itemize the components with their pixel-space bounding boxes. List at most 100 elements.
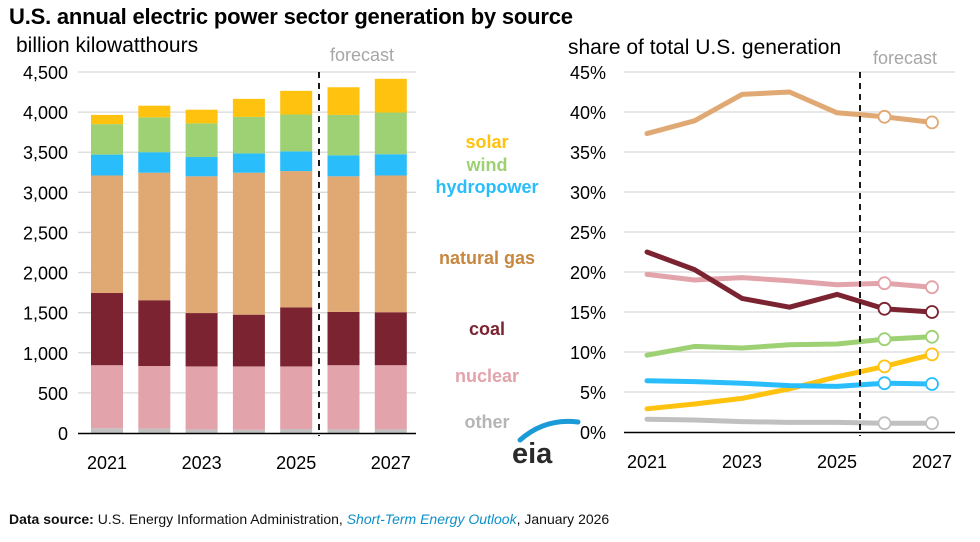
bar-segment-solar-2023 (185, 109, 218, 124)
left-y-tick-label: 4,000 (23, 103, 68, 123)
left-y-tick-label: 1,500 (23, 304, 68, 324)
bar-segment-wind-2022 (138, 117, 171, 153)
bar-segment-coal-2025 (280, 307, 313, 367)
legend-natural-gas: natural gas (438, 248, 536, 268)
bar-segment-hydropower-2022 (138, 152, 171, 173)
bar-segment-nuclear-2026 (327, 365, 360, 430)
left-y-axis-ticks: 0 500 1,000 1,500 2,000 2,500 3,000 3,500 4,000 4… (23, 63, 68, 444)
bar-segment-nuclear-2024 (232, 366, 265, 430)
bar-segment-hydropower-2024 (232, 153, 265, 173)
bar-segment-solar-2025 (280, 90, 313, 115)
left-y-tick-label: 4,500 (23, 63, 68, 83)
bar-segment-coal-2026 (327, 311, 360, 366)
bar-segment-solar-2027 (374, 78, 407, 113)
forecast-marker-coal-2026 (877, 301, 892, 316)
forecast-marker-solar-2026 (877, 359, 892, 374)
forecast-marker-hydropower-2026 (877, 376, 892, 391)
bar-segment-hydropower-2025 (280, 151, 313, 172)
left-stacked-bars (91, 78, 407, 433)
legend-nuclear: nuclear (454, 366, 520, 386)
left-x-tick-label: 2023 (182, 453, 222, 473)
bar-segment-wind-2027 (374, 112, 407, 155)
right-share-lines (644, 89, 939, 431)
legend-coal: coal (468, 319, 506, 339)
left-x-tick-label: 2021 (87, 453, 127, 473)
left-forecast-label: forecast (330, 45, 395, 65)
right-chart-subtitle: share of total U.S. generation (568, 36, 842, 59)
forecast-marker-other-2027 (925, 416, 939, 431)
bar-segment-other-2024 (232, 429, 265, 433)
forecast-marker-other-2026 (877, 416, 892, 431)
bar-segment-coal-2027 (374, 312, 407, 366)
left-x-tick-label: 2025 (276, 453, 316, 473)
left-x-axis-ticks: 2021 2023 2025 2027 (87, 453, 411, 473)
forecast-marker-solar-2027 (925, 347, 939, 362)
source-publication-link[interactable]: Short-Term Energy Outlook (346, 511, 517, 527)
left-y-tick-label: 2,000 (23, 264, 68, 284)
bar-segment-coal-2022 (138, 300, 171, 367)
right-x-tick-label: 2021 (627, 452, 667, 472)
left-y-tick-label: 500 (38, 384, 68, 404)
bar-segment-wind-2024 (232, 116, 265, 154)
left-x-tick-label: 2027 (371, 453, 411, 473)
bar-segment-solar-2026 (327, 87, 360, 115)
right-x-tick-label: 2027 (912, 452, 952, 472)
bar-segment-nuclear-2022 (138, 366, 171, 429)
bar-segment-natural-gas-2026 (327, 176, 360, 312)
eia-logo-swoosh (517, 418, 581, 443)
source-date: , January 2026 (516, 511, 610, 527)
forecast-marker-coal-2027 (925, 305, 939, 319)
forecast-marker-natural-gas-2026 (877, 109, 892, 124)
left-y-tick-label: 0 (58, 424, 68, 444)
bar-segment-other-2021 (91, 428, 123, 433)
bar-segment-natural-gas-2027 (374, 175, 407, 313)
legend-wind: wind (466, 155, 508, 175)
bar-segment-coal-2021 (91, 293, 123, 366)
right-y-tick-label: 25% (570, 223, 606, 243)
left-y-tick-label: 1,000 (23, 344, 68, 364)
bar-segment-hydropower-2027 (374, 154, 407, 176)
bar-segment-coal-2023 (185, 313, 218, 367)
data-source-note: Data source: U.S. Energy Information Adm… (9, 511, 609, 527)
bar-segment-wind-2023 (185, 123, 218, 158)
forecast-marker-wind-2026 (877, 332, 892, 347)
bar-segment-natural-gas-2024 (232, 172, 265, 315)
source-org: U.S. Energy Information Administration, (93, 511, 347, 527)
bar-segment-solar-2024 (232, 98, 265, 117)
bar-segment-hydropower-2023 (185, 157, 218, 177)
bar-segment-wind-2026 (327, 114, 360, 156)
legend-other: other (464, 412, 510, 432)
bar-segment-wind-2025 (280, 114, 313, 152)
bar-segment-wind-2021 (91, 124, 123, 155)
eia-logo-text: eia (512, 438, 553, 470)
bar-segment-natural-gas-2022 (138, 172, 171, 301)
left-chart-subtitle: billion kilowatthours (16, 34, 199, 57)
bar-segment-solar-2022 (138, 105, 171, 118)
bar-segment-natural-gas-2023 (185, 176, 218, 314)
bar-segment-natural-gas-2021 (91, 175, 123, 294)
bar-segment-other-2025 (280, 428, 313, 433)
forecast-marker-wind-2027 (925, 329, 939, 344)
bar-segment-other-2027 (374, 429, 407, 433)
bar-segment-coal-2024 (232, 314, 265, 367)
right-x-tick-label: 2023 (722, 452, 762, 472)
right-y-tick-label: 10% (570, 343, 606, 363)
right-y-tick-label: 45% (570, 63, 606, 83)
right-x-axis-ticks: 2021 2023 2025 2027 (627, 452, 952, 472)
bar-segment-other-2022 (138, 428, 171, 433)
bar-segment-nuclear-2027 (374, 365, 407, 430)
source-prefix: Data source: (9, 511, 94, 527)
left-y-tick-label: 3,000 (23, 183, 68, 203)
bar-segment-nuclear-2025 (280, 366, 313, 429)
bar-segment-other-2026 (327, 429, 360, 433)
forecast-marker-hydropower-2027 (925, 377, 939, 391)
right-x-tick-label: 2025 (817, 452, 857, 472)
left-y-tick-label: 3,500 (23, 143, 68, 163)
forecast-marker-natural-gas-2027 (925, 115, 939, 130)
bar-segment-nuclear-2023 (185, 366, 218, 430)
right-y-tick-label: 5% (580, 383, 606, 403)
right-y-tick-label: 0% (580, 423, 606, 443)
left-y-tick-label: 2,500 (23, 223, 68, 243)
right-y-tick-label: 20% (570, 263, 606, 283)
